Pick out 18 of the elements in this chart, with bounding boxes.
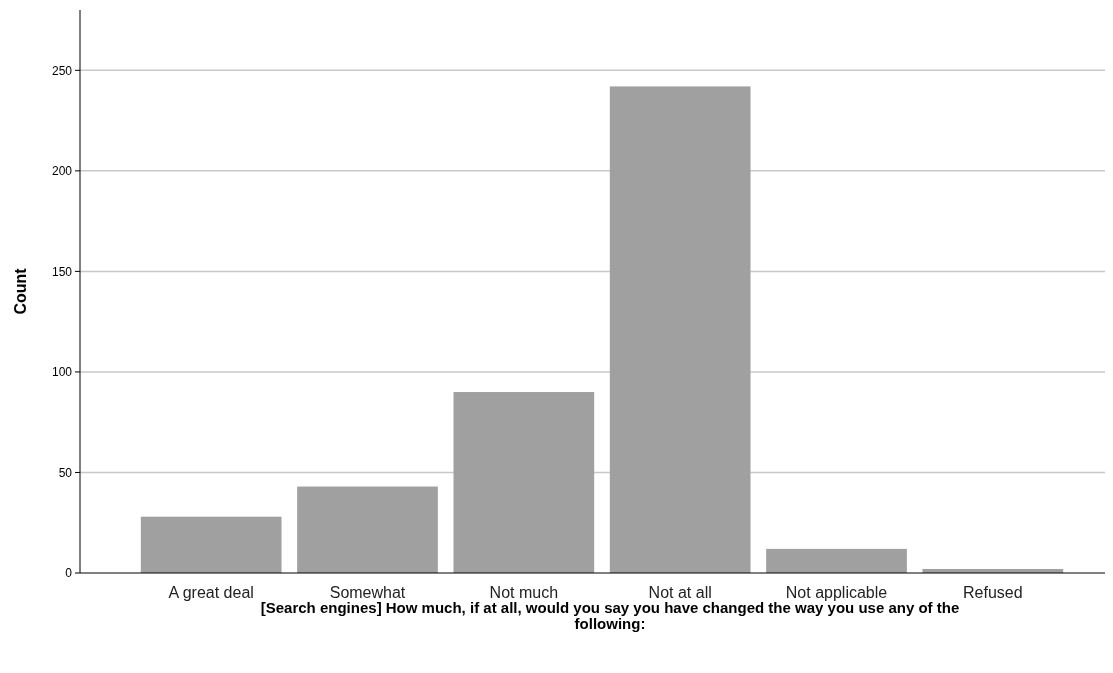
x-tick-label: Somewhat [329, 584, 406, 601]
y-tick-label: 250 [51, 63, 73, 78]
bar [766, 548, 907, 573]
bar [609, 86, 751, 573]
y-tick-label: 150 [51, 264, 73, 279]
x-tick-label: Refused [963, 584, 1023, 601]
y-tick-label: 50 [58, 465, 73, 480]
y-tick-label: 100 [51, 365, 73, 380]
x-tick-label: Not applicable [785, 584, 888, 601]
y-axis-title: Count [12, 267, 29, 315]
bar [140, 516, 282, 573]
x-tick-label: Not much [489, 584, 559, 601]
x-tick-label: Not at all [648, 584, 712, 601]
y-tick-label: 0 [65, 566, 73, 581]
y-tick-label: 200 [51, 164, 73, 179]
bar [453, 392, 595, 573]
x-tick-label: A great deal [168, 584, 254, 601]
bar [297, 486, 438, 573]
